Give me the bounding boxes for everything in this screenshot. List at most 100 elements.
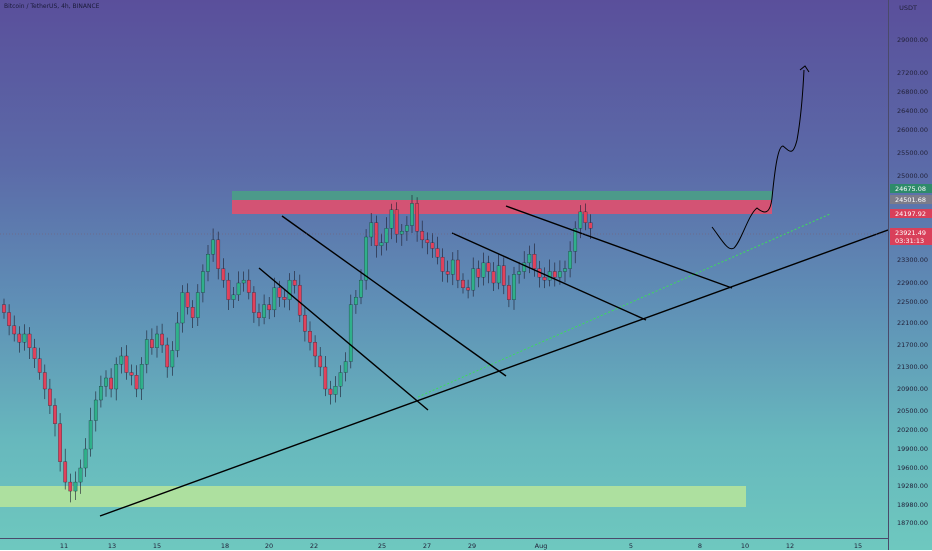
zone-support-yellow[interactable] bbox=[0, 486, 746, 507]
candle[interactable] bbox=[88, 407, 93, 457]
candle[interactable] bbox=[252, 286, 256, 323]
candle[interactable] bbox=[185, 283, 190, 315]
candle[interactable] bbox=[12, 315, 17, 342]
candle[interactable] bbox=[37, 347, 42, 380]
candle[interactable] bbox=[287, 273, 292, 311]
candle[interactable] bbox=[456, 250, 460, 289]
candle[interactable] bbox=[405, 216, 409, 241]
candle[interactable] bbox=[369, 212, 374, 246]
candle[interactable] bbox=[399, 224, 404, 246]
candle[interactable] bbox=[7, 304, 11, 336]
candle[interactable] bbox=[537, 260, 542, 288]
candle[interactable] bbox=[420, 220, 425, 249]
candle[interactable] bbox=[491, 262, 496, 291]
candle[interactable] bbox=[507, 275, 511, 308]
candle[interactable] bbox=[170, 341, 175, 376]
candle[interactable] bbox=[206, 245, 210, 282]
candle[interactable] bbox=[308, 321, 312, 351]
candle[interactable] bbox=[2, 298, 6, 319]
candle[interactable] bbox=[410, 195, 414, 233]
candle[interactable] bbox=[425, 232, 430, 255]
candle[interactable] bbox=[466, 279, 470, 299]
candle[interactable] bbox=[583, 203, 588, 231]
candle[interactable] bbox=[165, 337, 170, 378]
candle[interactable] bbox=[93, 391, 98, 432]
candle[interactable] bbox=[496, 254, 501, 290]
candle[interactable] bbox=[83, 438, 88, 477]
candle[interactable] bbox=[53, 398, 57, 437]
falling-channel-upper[interactable] bbox=[281, 215, 507, 377]
candle[interactable] bbox=[201, 264, 205, 303]
candle[interactable] bbox=[231, 287, 236, 309]
candle[interactable] bbox=[338, 365, 343, 398]
candle[interactable] bbox=[440, 248, 445, 282]
candle[interactable] bbox=[175, 312, 180, 358]
candle[interactable] bbox=[532, 243, 537, 277]
candle[interactable] bbox=[78, 459, 83, 494]
candle[interactable] bbox=[313, 335, 317, 368]
candle[interactable] bbox=[573, 221, 578, 264]
candle[interactable] bbox=[160, 323, 164, 353]
candle[interactable] bbox=[119, 347, 124, 374]
long-support-trendline[interactable] bbox=[99, 229, 888, 517]
candle[interactable] bbox=[236, 271, 241, 301]
candle[interactable] bbox=[542, 267, 547, 289]
candle[interactable] bbox=[155, 325, 159, 358]
candle[interactable] bbox=[124, 345, 129, 380]
candle[interactable] bbox=[552, 262, 557, 287]
zone-resistance-green[interactable] bbox=[232, 191, 772, 200]
candle[interactable] bbox=[27, 327, 32, 360]
falling-channel-lower[interactable] bbox=[258, 267, 429, 411]
candle[interactable] bbox=[48, 378, 52, 414]
candle[interactable] bbox=[180, 285, 185, 333]
candle[interactable] bbox=[139, 357, 144, 401]
candle[interactable] bbox=[292, 270, 297, 294]
candle[interactable] bbox=[588, 214, 593, 240]
candle[interactable] bbox=[32, 338, 37, 368]
candle[interactable] bbox=[461, 273, 465, 294]
candle[interactable] bbox=[134, 365, 139, 398]
candle[interactable] bbox=[216, 231, 221, 280]
candle[interactable] bbox=[318, 346, 323, 377]
candle[interactable] bbox=[481, 252, 486, 286]
candle[interactable] bbox=[471, 257, 476, 297]
candle[interactable] bbox=[359, 269, 363, 305]
candle[interactable] bbox=[241, 271, 246, 292]
candle[interactable] bbox=[73, 471, 78, 501]
candle[interactable] bbox=[476, 260, 481, 288]
candle[interactable] bbox=[389, 203, 394, 240]
candle[interactable] bbox=[211, 228, 215, 262]
candle[interactable] bbox=[42, 364, 47, 400]
candle[interactable] bbox=[323, 355, 328, 397]
candle[interactable] bbox=[114, 357, 119, 401]
candle[interactable] bbox=[563, 260, 567, 283]
candle[interactable] bbox=[17, 326, 22, 353]
candle[interactable] bbox=[150, 328, 154, 355]
candle[interactable] bbox=[445, 260, 450, 283]
candle[interactable] bbox=[63, 448, 68, 490]
candle[interactable] bbox=[104, 370, 108, 397]
candle[interactable] bbox=[343, 352, 348, 382]
candle[interactable] bbox=[144, 330, 149, 374]
candle[interactable] bbox=[486, 255, 491, 284]
wedge-lower-line[interactable] bbox=[451, 232, 647, 321]
candle[interactable] bbox=[527, 245, 532, 274]
candle[interactable] bbox=[267, 297, 272, 320]
candle[interactable] bbox=[109, 368, 113, 398]
time-axis[interactable]: 11 13 15 18 20 22 25 27 29 Aug 5 8 10 12 15 bbox=[0, 538, 888, 551]
candle[interactable] bbox=[282, 288, 287, 308]
candle[interactable] bbox=[512, 266, 516, 310]
candle[interactable] bbox=[379, 233, 384, 256]
candle[interactable] bbox=[547, 259, 552, 287]
candle[interactable] bbox=[262, 294, 266, 325]
chart-plot[interactable] bbox=[0, 0, 888, 538]
candle[interactable] bbox=[272, 277, 277, 318]
candle[interactable] bbox=[374, 215, 379, 258]
candle[interactable] bbox=[68, 473, 73, 503]
candle[interactable] bbox=[450, 252, 455, 286]
candle[interactable] bbox=[195, 284, 200, 326]
candle[interactable] bbox=[517, 261, 521, 284]
candle[interactable] bbox=[257, 303, 261, 327]
candle[interactable] bbox=[246, 269, 251, 300]
